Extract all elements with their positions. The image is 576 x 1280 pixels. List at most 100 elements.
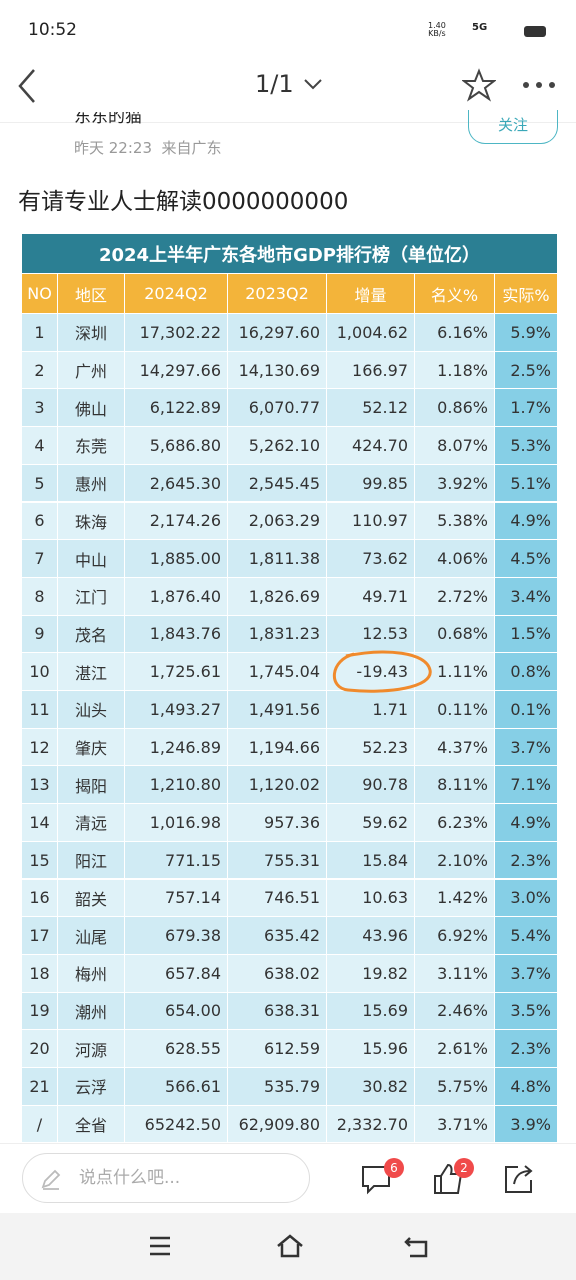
table-cell: 19.82 [327,954,415,993]
post-time: 昨天 22:23 来自广东 [74,137,222,158]
table-cell: 2.46% [415,992,495,1031]
table-cell: 3.9% [495,1105,558,1144]
table-cell: 2,332.70 [327,1105,415,1144]
table-cell: 62,909.80 [228,1105,327,1144]
table-cell: 4.9% [495,502,558,541]
table-cell: 2.10% [415,841,495,880]
table-cell: 566.61 [125,1068,228,1106]
table-cell: 1.5% [495,615,558,654]
header-cell: NO [22,274,58,314]
table-cell: 17,302.22 [125,314,228,352]
table-cell: 汕尾 [58,917,125,955]
table-cell: 1,826.69 [228,577,327,616]
table-cell: 广州 [58,351,125,390]
table-cell: 韶关 [58,879,125,918]
table-cell: 110.97 [327,502,415,541]
table-cell: 15 [22,841,58,880]
table-cell: 13 [22,766,58,805]
table-cell: 6,070.77 [228,389,327,428]
table-cell: 2,063.29 [228,502,327,541]
favorite-button[interactable] [462,68,496,102]
table-cell: 1,194.66 [228,728,327,767]
table-cell: 20 [22,1030,58,1068]
table-cell: 424.70 [327,427,415,465]
table-cell: 6.92% [415,917,495,955]
page-indicator[interactable]: 1/1 [255,70,294,98]
table-cell: 52.23 [327,728,415,767]
table-cell: 49.71 [327,577,415,616]
follow-button[interactable]: 关注 [468,110,558,144]
table-cell: 635.42 [228,917,327,955]
table-cell: 阳江 [58,841,125,880]
table-cell: 65242.50 [125,1105,228,1144]
table-cell: 1,811.38 [228,540,327,578]
table-cell: 73.62 [327,540,415,578]
table-cell: 612.59 [228,1030,327,1068]
table-cell: 清远 [58,804,125,842]
comment-input[interactable]: 说点什么吧... [22,1153,310,1203]
network: 5G [472,22,488,33]
table-cell: 15.84 [327,841,415,880]
table-cell: 43.96 [327,917,415,955]
table-cell: 2.72% [415,577,495,616]
dropdown-arrow [304,79,322,90]
table-cell: 52.12 [327,389,415,428]
location: 来自广东 [161,139,222,157]
table-cell: 638.02 [228,954,327,993]
table-cell: 746.51 [228,879,327,918]
table-cell: 1.7% [495,389,558,428]
table-cell: 638.31 [228,992,327,1031]
table-cell: 10.63 [327,879,415,918]
table-cell: / [22,1105,58,1144]
header-cell: 地区 [58,274,125,314]
table-cell: 6.23% [415,804,495,842]
table-cell: 江门 [58,577,125,616]
table-cell: 2.61% [415,1030,495,1068]
table-cell: 2,645.30 [125,464,228,503]
table-cell: 957.36 [228,804,327,842]
table-cell: 佛山 [58,389,125,428]
table-cell: 3.7% [495,954,558,993]
table-cell: 8.07% [415,427,495,465]
table-cell: 679.38 [125,917,228,955]
table-cell: 771.15 [125,841,228,880]
share-icon[interactable] [502,1162,536,1196]
table-cell: 11 [22,691,58,729]
system-nav [0,1213,576,1280]
table-cell: 166.97 [327,351,415,390]
table-cell: 1,210.80 [125,766,228,805]
table-cell: 1,120.02 [228,766,327,805]
table-cell: 梅州 [58,954,125,993]
table-cell: 4 [22,427,58,465]
table-cell: 1,004.62 [327,314,415,352]
table-cell: 59.62 [327,804,415,842]
table-cell: 757.14 [125,879,228,918]
header-cell: 增量 [327,274,415,314]
time: 10:52 [28,20,77,40]
table-cell: 14 [22,804,58,842]
more-button[interactable] [520,78,560,92]
table-cell: 18 [22,954,58,993]
table-cell: 3.5% [495,992,558,1031]
table-cell: 12 [22,728,58,767]
table-cell: 5 [22,464,58,503]
table-cell: 6,122.89 [125,389,228,428]
table-cell: 99.85 [327,464,415,503]
back-button[interactable] [14,66,44,106]
post-title: 有请专业人士解读0000000000 [18,189,349,215]
table-cell: 10 [22,653,58,691]
table-cell: 1,493.27 [125,691,228,729]
header-cell: 2024Q2 [125,274,228,314]
table-cell: 3.7% [495,728,558,767]
table-cell: 16,297.60 [228,314,327,352]
author: 东东的猫 [74,112,142,127]
table-cell: 0.68% [415,615,495,654]
table-cell: 1,491.56 [228,691,327,729]
system-nav-buttons[interactable] [148,1234,438,1260]
table-cell: 9 [22,615,58,654]
table-cell: 1,876.40 [125,577,228,616]
table-cell: 628.55 [125,1030,228,1068]
table-cell: 14,130.69 [228,351,327,390]
table-cell: 1.71 [327,691,415,729]
table-cell: 15.96 [327,1030,415,1068]
